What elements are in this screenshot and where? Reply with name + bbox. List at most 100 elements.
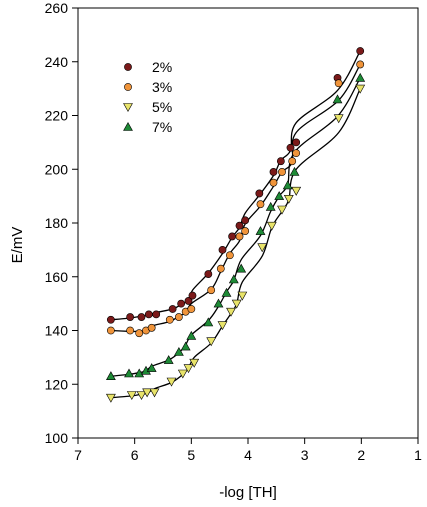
legend-marker bbox=[123, 121, 133, 131]
data-point bbox=[277, 205, 287, 215]
data-point bbox=[106, 326, 115, 335]
data-point bbox=[105, 371, 116, 381]
data-point bbox=[184, 297, 193, 305]
data-point bbox=[126, 326, 135, 335]
data-point bbox=[106, 315, 115, 324]
data-point bbox=[333, 114, 344, 124]
data-point bbox=[241, 216, 250, 225]
data-point bbox=[142, 388, 153, 398]
data-point bbox=[204, 270, 213, 278]
data-point bbox=[135, 329, 144, 338]
x-tick-label: 2 bbox=[357, 447, 365, 463]
data-point bbox=[188, 291, 197, 300]
data-point bbox=[276, 157, 285, 166]
data-point bbox=[166, 377, 177, 387]
data-point bbox=[213, 298, 224, 308]
data-point bbox=[217, 321, 228, 331]
data-point bbox=[126, 313, 135, 321]
data-point bbox=[231, 299, 242, 309]
fit-curves bbox=[110, 50, 361, 399]
data-point bbox=[147, 323, 156, 332]
legend-marker bbox=[124, 83, 132, 91]
x-tick-label: 7 bbox=[74, 447, 82, 463]
data-point bbox=[225, 251, 234, 260]
data-point bbox=[146, 363, 157, 372]
data-point bbox=[235, 232, 244, 241]
data-point bbox=[269, 168, 278, 176]
y-tick-label: 120 bbox=[45, 376, 69, 392]
data-point bbox=[334, 79, 343, 88]
data-point bbox=[218, 245, 227, 254]
data-point bbox=[105, 393, 116, 403]
legend-label: 7% bbox=[152, 119, 172, 135]
data-point bbox=[126, 391, 137, 401]
data-point bbox=[136, 391, 147, 401]
data-point bbox=[255, 226, 266, 235]
data-point bbox=[282, 180, 293, 190]
data-point bbox=[134, 368, 145, 378]
data-point bbox=[241, 227, 250, 235]
y-tick-label: 180 bbox=[45, 215, 69, 231]
data-point bbox=[165, 315, 174, 324]
data-point bbox=[269, 178, 278, 187]
x-tick-label: 5 bbox=[187, 447, 195, 463]
data-point bbox=[183, 364, 194, 374]
axes: 7 6 5 4 3 2 1 100 120 140 160 180 200 220 240 260 bbox=[45, 0, 422, 463]
legend-label: 2% bbox=[152, 59, 172, 75]
y-tick-label: 100 bbox=[45, 430, 69, 446]
data-point bbox=[186, 330, 197, 340]
data-point bbox=[286, 143, 295, 152]
data-point bbox=[288, 157, 297, 166]
data-point bbox=[149, 388, 160, 398]
x-tick-label: 3 bbox=[301, 447, 309, 463]
data-point bbox=[274, 191, 285, 200]
data-point bbox=[292, 138, 301, 147]
data-point bbox=[137, 313, 146, 321]
data-point bbox=[289, 166, 300, 176]
legend: 2% 3% 5% 7% bbox=[123, 59, 172, 135]
data-point bbox=[174, 313, 183, 321]
y-tick-label: 220 bbox=[45, 108, 69, 124]
data-point bbox=[255, 189, 264, 198]
legend-label: 5% bbox=[152, 99, 172, 115]
data-point bbox=[332, 94, 343, 104]
data-point bbox=[355, 72, 366, 82]
data-point bbox=[203, 317, 214, 327]
fit-curve bbox=[110, 88, 361, 399]
data-points bbox=[105, 47, 366, 403]
data-point bbox=[257, 243, 268, 253]
data-point bbox=[228, 232, 237, 241]
data-point bbox=[163, 355, 174, 364]
data-point bbox=[283, 195, 294, 204]
legend-label: 3% bbox=[152, 79, 172, 95]
data-point bbox=[236, 263, 247, 273]
data-point bbox=[124, 368, 134, 378]
x-tick-label: 1 bbox=[414, 447, 422, 463]
data-point bbox=[221, 287, 232, 297]
data-point bbox=[256, 200, 265, 209]
data-point bbox=[228, 274, 239, 284]
y-tick-label: 160 bbox=[45, 269, 69, 285]
data-point bbox=[177, 369, 188, 379]
data-point bbox=[235, 221, 244, 230]
data-point bbox=[206, 337, 217, 347]
legend-marker bbox=[124, 63, 132, 71]
data-point bbox=[291, 186, 302, 196]
data-point bbox=[168, 305, 177, 313]
data-point bbox=[266, 221, 277, 231]
data-point bbox=[356, 60, 365, 69]
data-point bbox=[187, 305, 196, 313]
legend-marker bbox=[123, 103, 133, 113]
data-point bbox=[189, 358, 200, 368]
y-tick-label: 240 bbox=[45, 54, 69, 70]
y-tick-label: 200 bbox=[45, 161, 69, 177]
data-point bbox=[144, 310, 153, 319]
fit-curve bbox=[110, 64, 361, 333]
y-axis-title: E/mV bbox=[9, 227, 26, 264]
data-point bbox=[177, 299, 186, 308]
x-axis-title: -log [TH] bbox=[219, 484, 277, 501]
x-tick-label: 6 bbox=[131, 447, 139, 463]
data-point bbox=[265, 201, 276, 211]
data-point bbox=[180, 341, 191, 351]
